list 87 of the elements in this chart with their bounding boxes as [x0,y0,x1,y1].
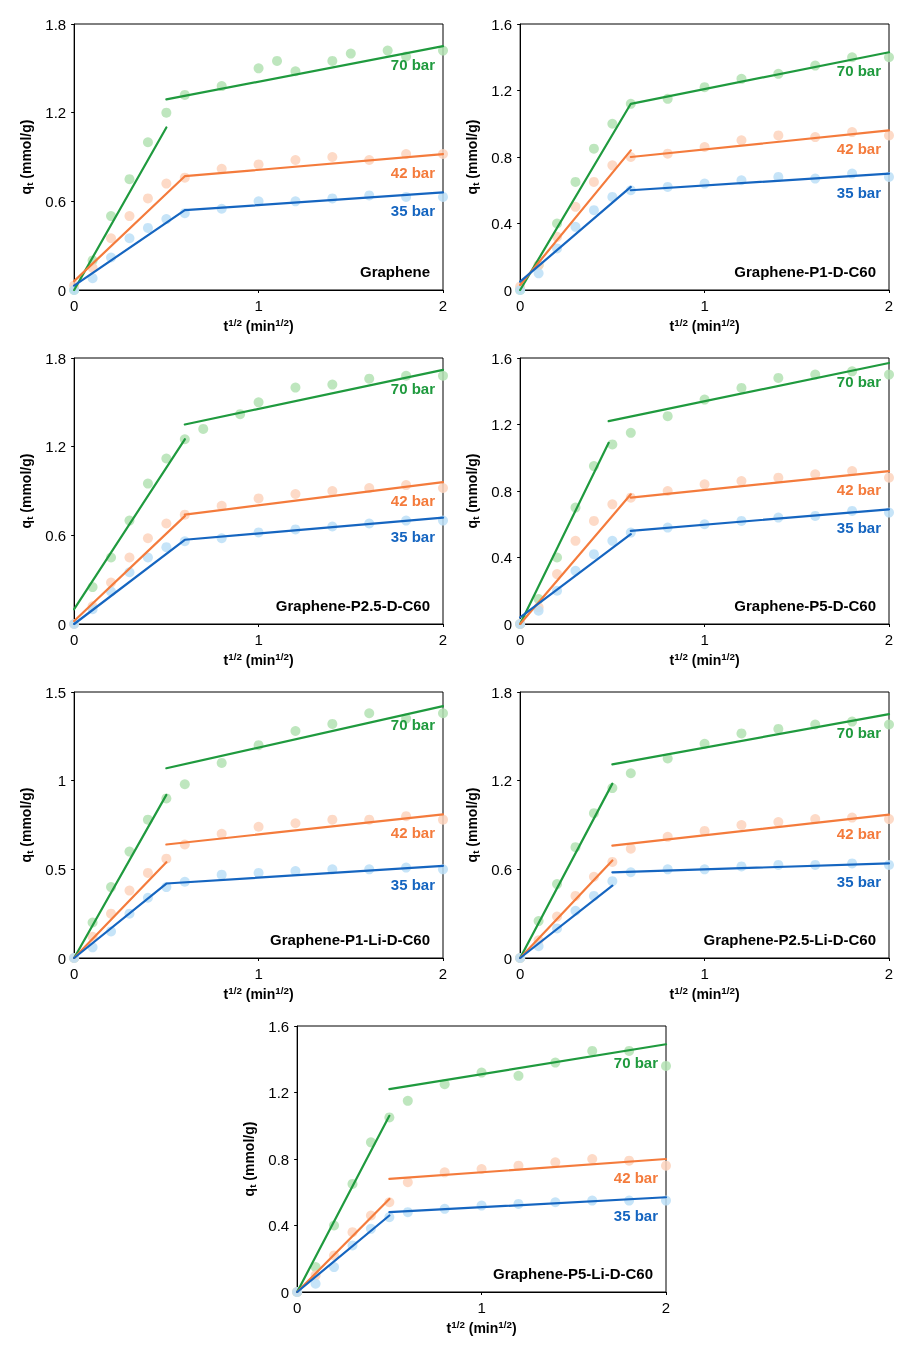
y-tick-label: 0.8 [268,1150,290,1168]
x-tick-label: 2 [661,1299,671,1316]
series-label: 35 bar [390,527,436,545]
series-label: 35 bar [836,519,882,537]
y-tick-label: 0 [503,949,513,967]
y-tick-label: 1.2 [45,438,67,456]
y-axis-title: qt (mmol/g) [464,787,481,863]
y-tick-label: 1.6 [491,15,513,33]
y-tick-label: 1.2 [491,416,513,433]
y-axis-title: qt (mmol/g) [18,119,35,195]
y-tick-label: 0.4 [268,1217,290,1234]
x-tick-label: 1 [254,297,263,314]
y-tick-label: 0.4 [491,549,513,566]
series-label: 70 bar [613,1054,659,1072]
series-label: 42 bar [836,481,882,499]
y-tick-label: 1.8 [45,349,67,367]
y-tick-label: 1.2 [491,82,513,99]
x-tick-label: 2 [884,631,894,648]
y-tick-label: 1.2 [45,104,67,122]
series-label: 42 bar [390,164,436,182]
series-label: 70 bar [836,724,882,742]
series-label: 42 bar [613,1169,659,1186]
x-tick-label: 0 [69,965,79,982]
series-label: 42 bar [836,824,882,842]
x-tick-label: 0 [515,965,525,982]
text: Graphene [359,263,431,280]
y-tick-label: 0 [57,281,67,299]
y-tick-label: 1.8 [491,683,513,701]
y-tick-label: 1.8 [45,15,67,33]
series-label: 70 bar [836,62,882,80]
y-tick-label: 0.6 [45,526,67,544]
text: Graphene-P5-D-C60 [734,597,876,614]
series-label: 42 bar [390,492,436,510]
series-label: 42 bar [836,140,882,158]
text: Graphene-P1-D-C60 [734,263,876,280]
y-tick-label: 1.2 [491,772,513,790]
series-label: 70 bar [390,56,436,74]
x-tick-label: 2 [438,965,448,982]
series-label: 35 bar [836,873,882,891]
x-tick-label: 2 [438,297,448,314]
y-tick-label: 1.2 [268,1084,290,1101]
series-label: 42 bar [390,824,436,842]
text: Graphene-P5-Li-D-C60 [492,1265,653,1282]
x-tick-label: 0 [515,631,525,648]
y-tick-label: 0.5 [45,860,67,878]
series-label: 70 bar [836,372,882,390]
y-axis-title: qt (mmol/g) [18,787,35,863]
text: Graphene-P1-Li-D-C60 [269,931,430,948]
series-label: 35 bar [390,875,436,893]
y-axis-title: qt (mmol/g) [464,119,481,195]
y-axis-title: qt (mmol/g) [18,453,35,529]
x-tick-label: 2 [438,631,448,648]
text: Graphene-P2.5-D-C60 [275,597,431,614]
y-tick-label: 1 [57,772,67,790]
x-tick-label: 1 [700,965,709,982]
y-tick-label: 1.5 [45,683,67,701]
x-tick-label: 0 [69,631,79,648]
y-tick-label: 0 [280,1283,290,1301]
y-tick-label: 0 [503,281,513,299]
y-tick-label: 0.8 [491,482,513,500]
x-tick-label: 1 [700,297,709,314]
series-label: 35 bar [390,202,436,220]
series-label: 35 bar [836,183,882,201]
x-tick-label: 1 [254,965,263,982]
text: Graphene-P2.5-Li-D-C60 [703,931,877,948]
x-tick-label: 1 [254,631,263,648]
y-tick-label: 0.4 [491,215,513,232]
series-label: 35 bar [613,1207,659,1225]
y-axis-title: qt (mmol/g) [464,453,481,529]
x-tick-label: 2 [884,965,894,982]
y-tick-label: 1.6 [491,349,513,367]
x-tick-label: 0 [69,297,79,314]
y-tick-label: 0 [57,615,67,633]
series-label: 70 bar [390,716,436,734]
y-tick-label: 0.6 [45,192,67,210]
y-tick-label: 1.6 [268,1017,290,1035]
y-axis-title: qt (mmol/g) [241,1121,258,1197]
x-tick-label: 1 [477,1299,486,1316]
y-tick-label: 0.6 [491,860,513,878]
y-tick-label: 0 [503,615,513,633]
x-tick-label: 0 [292,1299,302,1316]
y-tick-label: 0.8 [491,148,513,166]
x-tick-label: 2 [884,297,894,314]
y-tick-label: 0 [57,949,67,967]
x-tick-label: 0 [515,297,525,314]
x-tick-label: 1 [700,631,709,648]
series-label: 70 bar [390,379,436,397]
